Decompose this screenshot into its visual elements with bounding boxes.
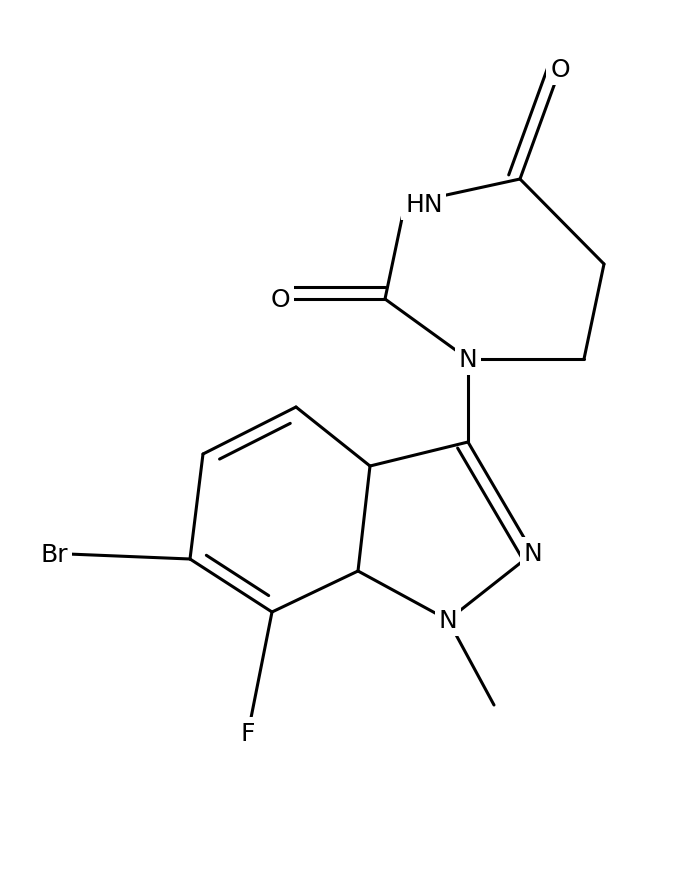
Text: N: N [459,347,477,372]
Text: F: F [240,721,255,745]
Text: N: N [523,541,542,566]
Text: O: O [270,288,290,311]
Text: HN: HN [405,193,443,217]
Text: N: N [438,609,457,632]
Text: O: O [550,58,570,82]
Text: Br: Br [40,542,68,567]
